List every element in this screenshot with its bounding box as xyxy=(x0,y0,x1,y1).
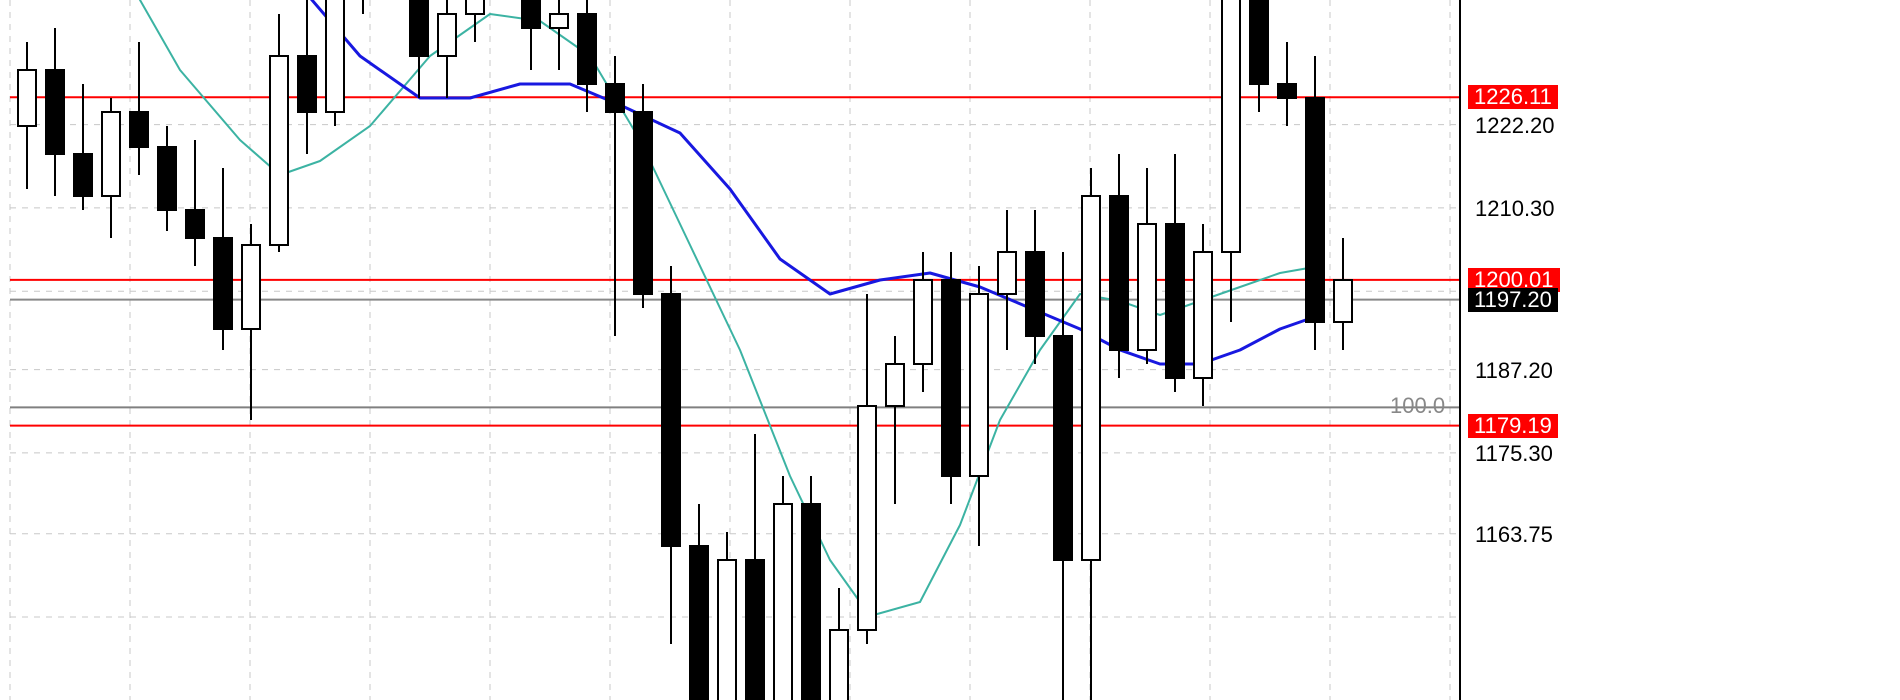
candlestick-chart[interactable]: 100.0 1222.20 1210.30 1187.20 1175.30 1163.75… xyxy=(0,0,1900,700)
fib-level-label: 100.0 xyxy=(1390,393,1445,419)
y-axis-tick-label: 1163.75 xyxy=(1475,522,1553,548)
price-level-badge: 1197.20 xyxy=(1468,288,1558,312)
price-level-badge: 1226.11 xyxy=(1468,85,1558,109)
chart-svg xyxy=(0,0,1900,700)
y-axis-tick-label: 1175.30 xyxy=(1475,441,1553,467)
y-axis-tick-label: 1187.20 xyxy=(1475,358,1553,384)
y-axis-tick-label: 1210.30 xyxy=(1475,196,1555,222)
y-axis-tick-label: 1222.20 xyxy=(1475,113,1555,139)
price-level-badge: 1179.19 xyxy=(1468,414,1558,438)
